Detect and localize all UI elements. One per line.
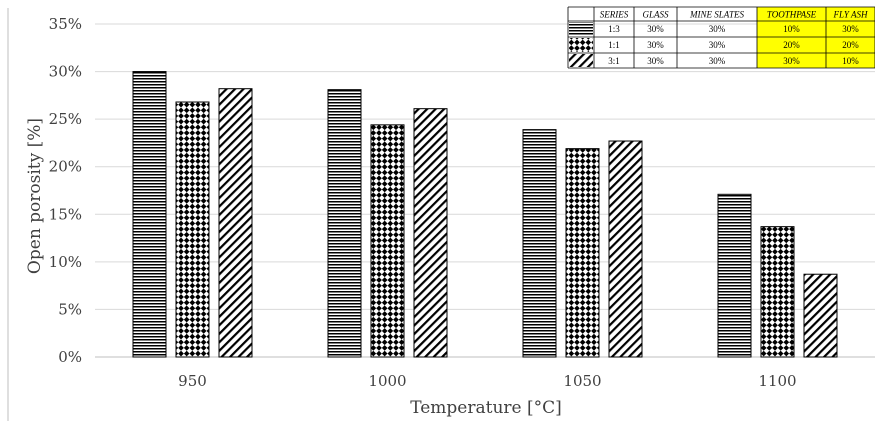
bar-1100-1to3	[717, 193, 752, 358]
bar-1000-3to1	[413, 108, 448, 358]
y-tick-label: 5%	[58, 300, 82, 318]
bar-950-3to1	[218, 88, 253, 358]
legend-cell: 30%	[709, 56, 726, 66]
x-tick-label: 1050	[563, 372, 601, 390]
bar-1100-3to1	[803, 273, 838, 358]
bar-950-1to1	[175, 101, 210, 358]
legend-header: FLY ASH	[833, 10, 868, 20]
legend-swatch-1to1	[569, 38, 593, 52]
bar-1050-1to3	[522, 129, 557, 358]
bars	[132, 71, 838, 358]
y-tick-label: 10%	[49, 253, 82, 271]
x-tick-label: 1000	[368, 372, 406, 390]
legend-table: SERIES GLASS MINE SLATES TOOTHPASE FLY ASH 1:…	[567, 6, 875, 69]
legend-cell: 1:3	[608, 24, 620, 34]
bar-1000-1to3	[327, 89, 362, 358]
y-tick-label: 20%	[49, 158, 82, 176]
legend-cell: 20%	[783, 40, 800, 50]
legend-cell: 20%	[842, 40, 859, 50]
legend-header: MINE SLATES	[689, 10, 744, 20]
legend-cell: 30%	[647, 56, 664, 66]
legend-cell: 30%	[647, 24, 664, 34]
legend-cell: 30%	[709, 24, 726, 34]
gridlines	[95, 23, 875, 358]
legend-cell: 30%	[842, 24, 859, 34]
y-tick-label: 35%	[49, 15, 82, 33]
legend-highlight-cell	[757, 7, 826, 68]
y-tick-label: 0%	[58, 348, 82, 366]
bar-1000-1to1	[370, 124, 405, 358]
legend-cell: 3:1	[608, 56, 620, 66]
x-axis-title: Temperature [°C]	[410, 398, 562, 418]
x-tick-label: 1100	[758, 372, 796, 390]
legend-cell: 30%	[709, 40, 726, 50]
legend-swatch-3to1	[569, 54, 593, 67]
legend-cell: 30%	[647, 40, 664, 50]
y-tick-label: 15%	[49, 205, 82, 223]
legend-cell: 1:1	[608, 40, 620, 50]
legend-header: SERIES	[600, 10, 629, 20]
bar-1100-1to1	[760, 226, 795, 358]
legend-cell: 30%	[783, 56, 800, 66]
x-tick-labels: 950 1000 1050 1100	[178, 372, 796, 390]
y-tick-label: 25%	[49, 110, 82, 128]
y-tick-label: 30%	[49, 63, 82, 81]
legend-header: TOOTHPASE	[767, 10, 817, 20]
bar-1050-1to1	[565, 148, 600, 358]
y-axis-title: Open porosity [%]	[25, 118, 45, 274]
legend-swatch-1to3	[569, 22, 593, 36]
legend-cell: 10%	[842, 56, 859, 66]
bar-950-1to3	[132, 71, 167, 358]
x-tick-label: 950	[178, 372, 207, 390]
legend-cell: 10%	[783, 24, 800, 34]
bar-1050-3to1	[608, 140, 643, 358]
legend-header: GLASS	[642, 10, 669, 20]
y-tick-labels: 0% 5% 10% 15% 20% 25% 30% 35%	[49, 15, 82, 366]
legend-highlight-cell	[826, 7, 875, 68]
